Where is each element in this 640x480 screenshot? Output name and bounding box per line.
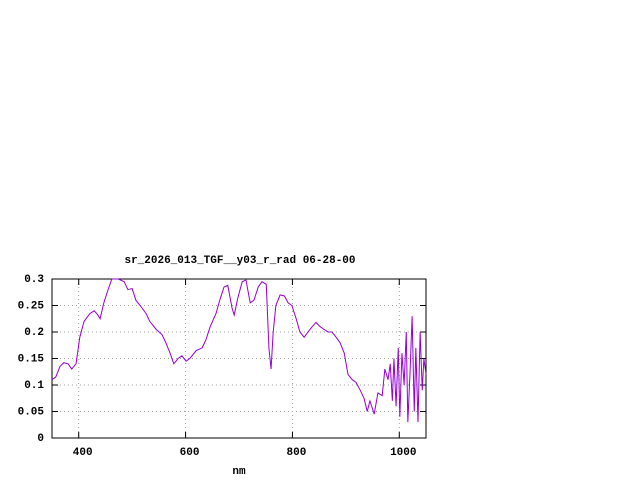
x-tick-label: 800 [287, 447, 307, 459]
x-tick-label: 1000 [390, 447, 416, 459]
data-line [51, 278, 427, 423]
y-tick-label: 0.3 [24, 274, 44, 286]
plot-border [51, 278, 427, 439]
x-tick-label: 600 [180, 447, 200, 459]
y-tick-label: 0.1 [24, 380, 44, 392]
y-tick-label: 0.25 [18, 300, 45, 312]
y-tick-label: 0 [37, 433, 44, 445]
y-tick-label: 0.05 [18, 406, 45, 418]
y-tick-label: 0.15 [18, 353, 45, 365]
chart-title: sr_2026_013_TGF__y03_r_rad 06-28-00 [124, 255, 355, 267]
x-tick-label: 400 [73, 447, 93, 459]
x-axis-label: nm [232, 466, 246, 478]
y-tick-label: 0.2 [24, 327, 44, 339]
